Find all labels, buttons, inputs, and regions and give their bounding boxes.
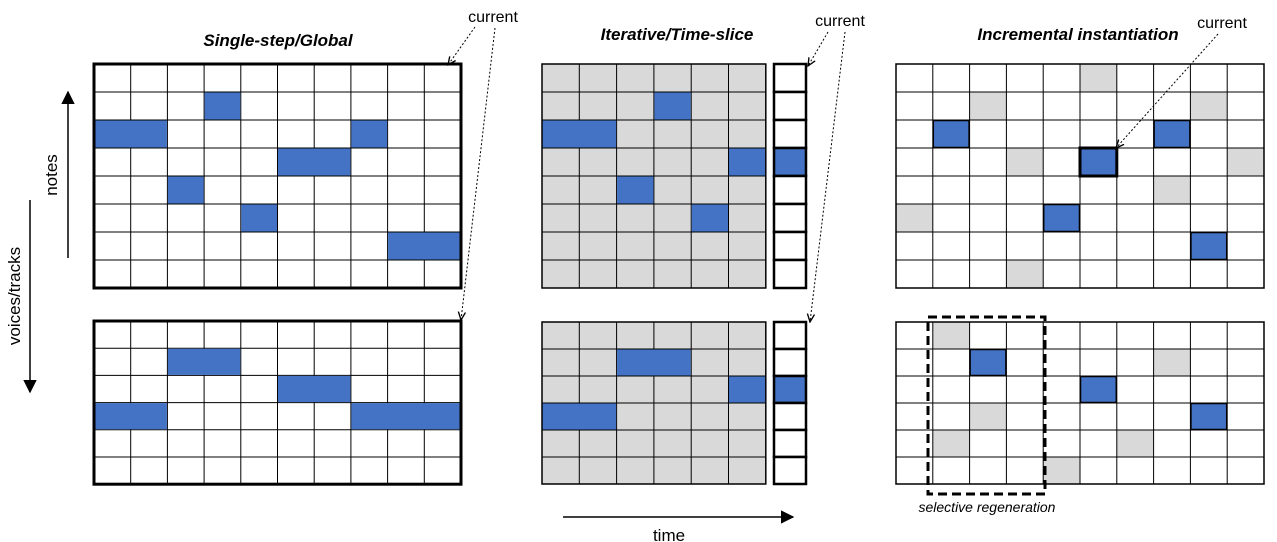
current-label-iterative: current: [815, 13, 865, 30]
slice-cell: [772, 230, 808, 262]
notes-axis-label: notes: [42, 154, 61, 196]
slice-cell: [772, 428, 808, 459]
note-block: [204, 92, 241, 120]
grid-border: [92, 319, 463, 486]
gray-cell: [1043, 457, 1080, 484]
gray-cell: [1080, 64, 1117, 92]
gray-cell: [1006, 148, 1044, 176]
current-label-global: current: [468, 9, 518, 26]
note-block: [278, 148, 351, 176]
note-block: [1190, 231, 1228, 261]
grid-iterative-top: [541, 63, 767, 289]
slice-note-cell: [772, 374, 808, 405]
slice-cell: [772, 320, 808, 351]
note-block: [278, 375, 351, 403]
slice-cell: [772, 455, 808, 486]
note-block: [729, 376, 766, 403]
slice-note-cell: [772, 146, 808, 178]
note-block: [969, 348, 1007, 377]
grid-incremental-top: [895, 63, 1265, 289]
grid-border: [92, 62, 463, 290]
note-block: [542, 120, 617, 148]
gray-cell: [969, 92, 1007, 120]
note-block: [617, 349, 691, 376]
time-slice-top: [772, 62, 808, 290]
note-block: [617, 176, 654, 204]
grid-iterative-bottom: [541, 321, 767, 485]
note-block: [241, 204, 277, 232]
current-arrow-global-bottom: [461, 27, 496, 320]
slice-cell: [772, 258, 808, 290]
note-block: [1079, 147, 1118, 177]
gray-cell: [896, 204, 933, 232]
selective-regeneration-label: selective regeneration: [919, 499, 1056, 515]
slice-cell: [772, 174, 808, 206]
note-block: [1042, 203, 1081, 233]
grid-global-bottom: [92, 319, 463, 486]
slice-cell: [772, 118, 808, 150]
slice-cell: [772, 347, 808, 378]
note-block: [1190, 402, 1228, 431]
selective-regeneration-box: [926, 315, 1047, 496]
note-block: [1153, 119, 1191, 149]
grid-border: [541, 63, 767, 289]
current-arrow-incremental: [1116, 33, 1219, 148]
note-block: [691, 204, 728, 232]
slice-cell: [772, 90, 808, 122]
title-global: Single-step/Global: [203, 31, 354, 50]
slice-cell: [772, 62, 808, 94]
current-arrow-global-top: [448, 26, 476, 65]
current-arrow-iterative-bottom: [810, 31, 846, 322]
time-slice-bottom: [772, 320, 808, 486]
note-block: [94, 120, 167, 148]
note-block: [654, 92, 691, 120]
gray-cell: [1227, 148, 1264, 176]
gray-cell: [1006, 260, 1044, 288]
grid-border: [895, 63, 1265, 289]
gray-cell: [1153, 176, 1191, 204]
grid-global-top: [92, 62, 463, 290]
time-axis-label: time: [653, 526, 685, 542]
current-cell: [1078, 146, 1119, 178]
current-arrow-iterative-top: [808, 31, 829, 66]
note-block: [351, 120, 388, 148]
note-block: [167, 176, 204, 204]
voices-axis-label: voices/tracks: [5, 247, 24, 345]
gray-cell: [932, 322, 970, 349]
grid-incremental-bottom: [895, 321, 1265, 485]
gray-cell: [1190, 92, 1228, 120]
grid-border: [541, 321, 767, 485]
gray-cell: [969, 403, 1007, 430]
slice-cell: [772, 202, 808, 234]
title-incremental: Incremental instantiation: [977, 25, 1178, 44]
gray-cell: [1116, 430, 1154, 457]
gray-cell: [932, 430, 970, 457]
title-iterative: Iterative/Time-slice: [601, 25, 754, 44]
note-block: [351, 403, 461, 430]
note-block: [932, 119, 970, 149]
gray-cell: [1153, 349, 1191, 376]
slice-cell: [772, 401, 808, 432]
note-block: [1079, 375, 1118, 404]
note-block: [94, 403, 167, 430]
note-block: [388, 232, 461, 260]
current-label-incremental: current: [1197, 15, 1247, 32]
note-block: [729, 148, 766, 176]
grid-border: [895, 321, 1265, 485]
note-block: [542, 403, 617, 430]
note-block: [167, 348, 241, 375]
